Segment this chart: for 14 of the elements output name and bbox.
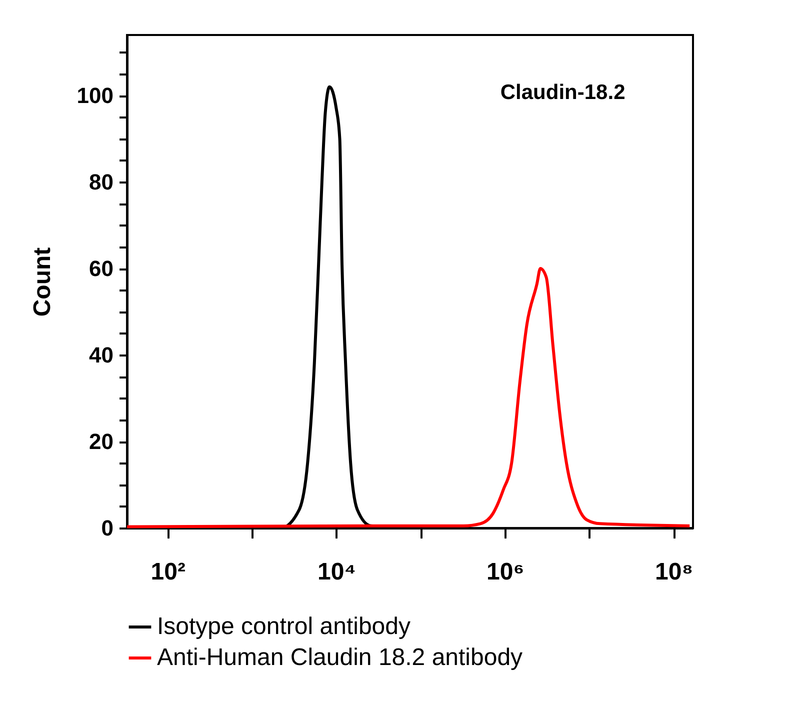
x-tick-label: 10⁶ bbox=[486, 558, 524, 586]
y-tick-label: 40 bbox=[89, 342, 114, 368]
x-tick-label: 10² bbox=[150, 558, 186, 586]
y-tick-label: 20 bbox=[89, 429, 114, 454]
y-axis-title: Count bbox=[28, 247, 56, 317]
x-tick-label: 10⁴ bbox=[317, 558, 356, 586]
y-tick-label: 0 bbox=[101, 516, 114, 540]
annotation: Claudin-18.2 bbox=[500, 81, 626, 104]
legend-label: Isotype control antibody bbox=[157, 613, 410, 640]
y-tick-label: 60 bbox=[89, 256, 114, 282]
x-tick-label: 10⁸ bbox=[655, 558, 694, 586]
y-tick-label: 80 bbox=[89, 170, 114, 195]
y-tick-label: 100 bbox=[76, 83, 114, 108]
legend-label: Anti-Human Claudin 18.2 antibody bbox=[157, 644, 523, 671]
